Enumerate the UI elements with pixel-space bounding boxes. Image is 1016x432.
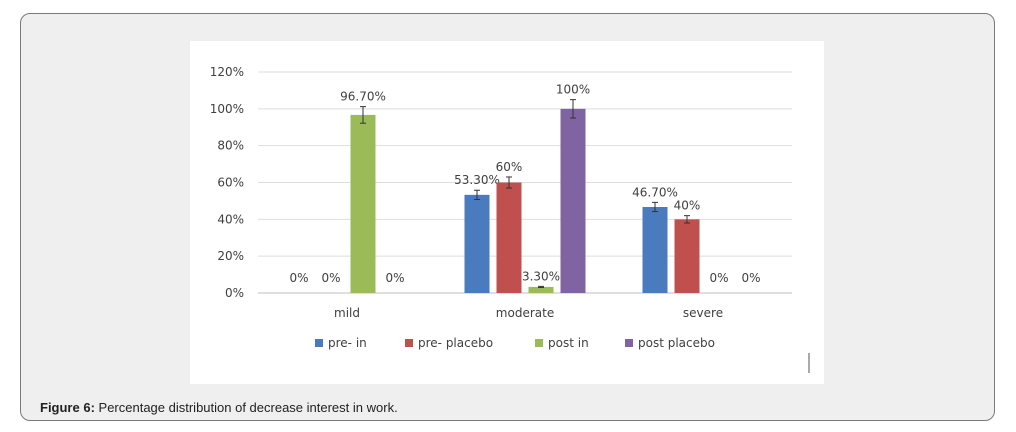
y-tick-label: 40% [217,212,244,226]
bar [560,108,586,293]
data-label: 53.30% [454,173,500,187]
legend-swatch [405,339,413,347]
legend-label: pre- in [328,336,367,350]
legend-label: post placebo [638,336,715,350]
y-tick-label: 60% [217,176,244,190]
bar [350,114,376,294]
data-label: 46.70% [632,185,678,199]
data-label: 60% [496,160,523,174]
bar [496,182,522,293]
data-label: 0% [741,271,760,285]
caption-text: Percentage distribution of decrease inte… [94,400,398,415]
data-label: 96.70% [340,90,386,104]
data-label: 100% [556,83,590,97]
data-label: 0% [709,271,728,285]
data-label: 3.30% [522,269,560,283]
figure-caption: Figure 6: Percentage distribution of dec… [40,400,398,415]
legend-label: post in [548,336,589,350]
y-tick-label: 20% [217,249,244,263]
legend-label: pre- placebo [418,336,493,350]
x-tick-label: severe [683,306,723,320]
data-label: 0% [289,271,308,285]
bar [674,219,700,293]
y-tick-label: 0% [225,286,244,300]
data-label: 0% [385,271,404,285]
x-tick-label: moderate [496,306,554,320]
bar [464,194,490,293]
bar [528,286,554,293]
data-label: 40% [674,199,701,213]
caption-label: Figure 6: [40,400,95,415]
legend-swatch [315,339,323,347]
bar-chart: 0% 20% 40% 60% 80% 100% 120% 0% 0% 96.70% 0% mild 53… [210,65,810,373]
y-tick-label: 100% [210,102,244,116]
x-tick-label: mild [334,306,360,320]
chart-container: 0% 20% 40% 60% 80% 100% 120% 0% 0% 96.70% 0% mild 53… [190,41,824,384]
legend-swatch [535,339,543,347]
y-tick-label: 120% [210,65,244,79]
bar [642,206,668,293]
y-tick-label: 80% [217,139,244,153]
data-label: 0% [321,271,340,285]
legend-swatch [625,339,633,347]
